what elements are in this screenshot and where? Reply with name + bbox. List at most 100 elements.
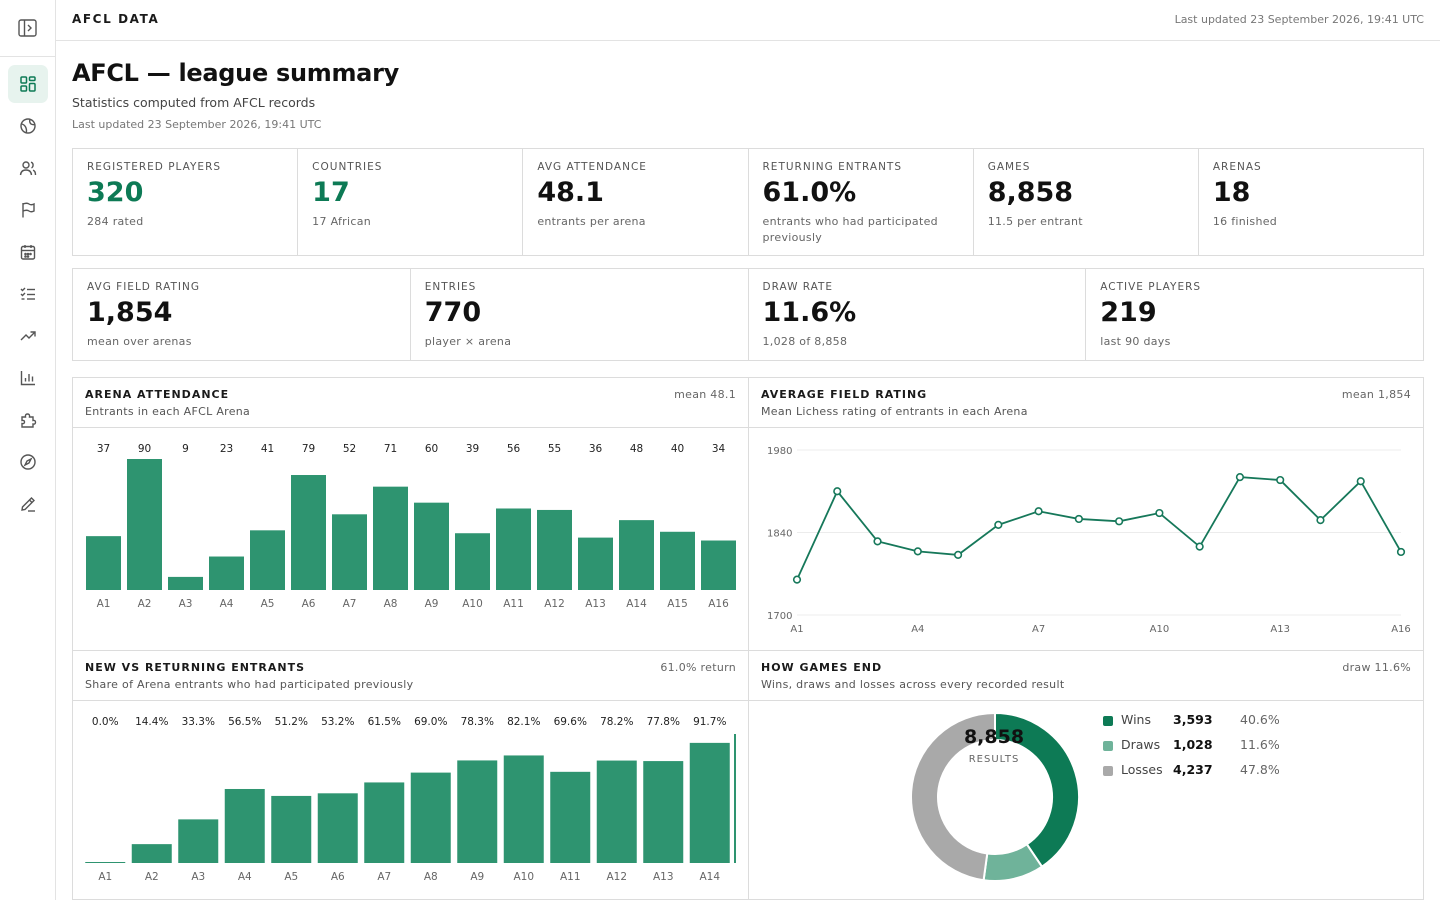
- chart-bar: [178, 819, 219, 863]
- bar-data-label: 90: [138, 443, 151, 455]
- bar-data-label: 60: [425, 443, 438, 455]
- kpi-note: entrants who had participated previously: [762, 215, 938, 244]
- outcomes-donut-chart: [910, 711, 1080, 882]
- panel-subtitle: Mean Lichess rating of entrants in each …: [761, 405, 1028, 418]
- kpi-value: 770: [424, 297, 482, 328]
- kpi-value: 8,858: [987, 177, 1074, 208]
- legend-name: Draws: [1121, 737, 1161, 752]
- rating-data-point: [1356, 477, 1365, 486]
- bar-data-label: 36: [589, 443, 603, 455]
- returning-panel: New vs returning entrants Share of Arena…: [72, 650, 749, 900]
- kpi-countries: Countries 17 17 African: [298, 149, 524, 255]
- chart-bar: [701, 540, 736, 590]
- rating-data-point: [1115, 517, 1124, 526]
- kpi-label: Draw rate: [762, 281, 834, 293]
- bar-data-label: 41: [261, 443, 274, 455]
- panel-subtitle: Wins, draws and losses across every reco…: [761, 678, 1065, 691]
- x-tick-label: A10: [1150, 624, 1170, 635]
- kpi-label: Avg attendance: [537, 161, 647, 173]
- compass-icon[interactable]: [8, 443, 48, 481]
- users-icon[interactable]: [8, 149, 48, 187]
- chart-bar: [643, 761, 684, 863]
- donut-center-label: RESULTS: [968, 754, 1020, 765]
- chart-bar: [85, 862, 126, 863]
- checklist-icon[interactable]: [8, 275, 48, 313]
- sidebar: [0, 0, 56, 900]
- sidebar-divider: [0, 56, 56, 57]
- pencil-icon[interactable]: [8, 485, 48, 523]
- legend-percent: 40.6%: [1240, 712, 1280, 727]
- x-tick-label: A7: [1032, 624, 1045, 635]
- kpi-games: Games 8,858 11.5 per entrant: [974, 149, 1199, 255]
- bar-data-label: 61.5%: [368, 716, 401, 728]
- x-tick-label: A7: [343, 598, 357, 610]
- x-tick-label: A1: [97, 598, 111, 610]
- sidebar-toggle-icon[interactable]: [17, 18, 39, 38]
- top-bar: AFCL DATA Last updated 23 September 2026…: [56, 0, 1440, 41]
- chart-bar: [373, 486, 408, 590]
- calendar-icon[interactable]: [8, 233, 48, 271]
- kpi-active-players: Active players 219 last 90 days: [1086, 269, 1423, 360]
- x-tick-label: A2: [138, 598, 152, 610]
- last-updated-text: Last updated 23 September 2026, 19:41 UT…: [1174, 13, 1424, 26]
- rating-line-chart: 1980 1840 1700 A1 A4 A7 A10 A13 A16: [767, 446, 1411, 635]
- rating-data-point: [1195, 542, 1204, 551]
- chart-bar: [596, 760, 637, 863]
- kpi-label: Avg field rating: [87, 281, 200, 293]
- panel-header: New vs returning entrants Share of Arena…: [73, 651, 748, 701]
- chart-bar: [414, 502, 449, 590]
- x-tick-label: A4: [238, 871, 252, 883]
- kpi-label: Registered players: [87, 161, 222, 173]
- panel-meta: mean 48.1: [674, 388, 736, 401]
- x-tick-label: A2: [145, 871, 159, 883]
- x-tick-label: A10: [462, 598, 483, 610]
- bar-chart-icon[interactable]: [8, 359, 48, 397]
- kpi-note: 16 finished: [1212, 215, 1278, 228]
- chart-bar: [619, 520, 654, 590]
- y-tick-label: 1700: [767, 611, 792, 622]
- dashboard-icon[interactable]: [8, 65, 48, 103]
- flag-icon[interactable]: [8, 191, 48, 229]
- rating-data-point: [953, 550, 963, 559]
- bar-data-label: 39: [466, 443, 479, 455]
- legend-swatch: [1103, 766, 1113, 776]
- rating-data-point: [1235, 473, 1245, 482]
- bar-data-label: 51.2%: [275, 716, 308, 728]
- kpi-label: Active players: [1100, 281, 1202, 293]
- x-tick-label: A13: [585, 598, 606, 610]
- donut-slice-losses: [910, 711, 996, 882]
- x-tick-label: A14: [626, 598, 647, 610]
- rating-data-point: [792, 575, 802, 584]
- globe-icon[interactable]: [8, 107, 48, 145]
- kpi-note: 1,028 of 8,858: [762, 335, 848, 348]
- trending-up-icon[interactable]: [8, 317, 48, 355]
- chart-bar: [457, 760, 498, 863]
- puzzle-icon[interactable]: [8, 401, 48, 439]
- chart-bar: [209, 556, 244, 590]
- chart-bar: [86, 536, 121, 590]
- chart-bar: [660, 531, 695, 590]
- bar-data-label: 40: [671, 443, 684, 455]
- kpi-value: 1,854: [87, 297, 173, 328]
- y-tick-label: 1840: [767, 529, 792, 540]
- rating-data-point: [1074, 514, 1083, 524]
- kpi-value: 48.1: [537, 177, 604, 208]
- kpi-note: entrants per arena: [537, 215, 646, 228]
- x-tick-label: A12: [544, 598, 565, 610]
- x-tick-label: A14: [699, 871, 720, 883]
- donut-slice-wins: [994, 711, 1080, 869]
- rating-data-point: [1034, 507, 1043, 516]
- panel-header: Average field rating Mean Lichess rating…: [749, 378, 1423, 428]
- kpi-label: Countries: [312, 161, 383, 173]
- bar-data-label: 56.5%: [228, 716, 261, 728]
- kpi-row-primary: Registered players 320 284 rated Countri…: [72, 148, 1424, 256]
- x-tick-label: A6: [331, 871, 345, 883]
- rating-data-point: [1276, 475, 1285, 485]
- bar-data-label: 69.6%: [554, 716, 587, 728]
- chart-bar-clipped: [734, 734, 736, 863]
- kpi-value: 61.0%: [762, 177, 857, 208]
- brand-logo-text[interactable]: AFCL DATA: [72, 12, 160, 26]
- kpi-draw-rate: Draw rate 11.6% 1,028 of 8,858: [749, 269, 1087, 360]
- chart-bar: [224, 788, 265, 863]
- kpi-avg-attendance: Avg attendance 48.1 entrants per arena: [523, 149, 749, 255]
